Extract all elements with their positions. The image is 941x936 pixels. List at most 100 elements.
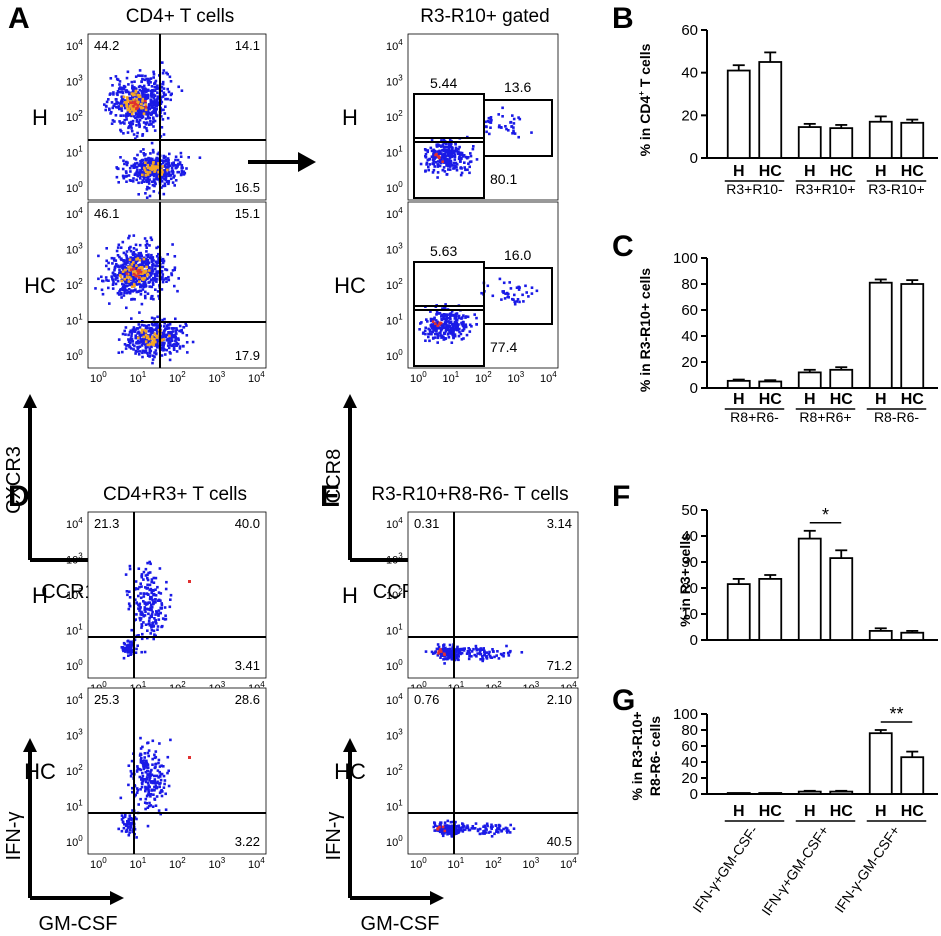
event-dot: [472, 145, 475, 148]
event-dot: [148, 571, 152, 574]
event-dot: [460, 651, 464, 655]
event-dot: [437, 652, 440, 655]
event-dot: [455, 149, 458, 153]
event-dot: [157, 758, 161, 762]
event-dot: [429, 317, 433, 321]
event-dot: [149, 587, 153, 591]
event-dot: [458, 160, 462, 163]
event-dot: [445, 654, 449, 657]
event-dot: [152, 262, 155, 266]
event-dot: [468, 330, 472, 333]
event-dot: [170, 92, 173, 96]
event-dot: [167, 326, 171, 330]
event-dot: [167, 160, 170, 164]
event-dot: [136, 91, 140, 94]
event-dot: [457, 828, 461, 831]
event-dot: [114, 278, 117, 281]
event-dot: [142, 84, 146, 88]
event-dot: [153, 332, 157, 336]
event-dot: [141, 782, 144, 786]
event-dot: [162, 341, 165, 345]
event-dot: [162, 349, 165, 352]
event-dot: [136, 174, 139, 177]
event-dot: [143, 78, 146, 82]
event-dot: [485, 130, 488, 134]
event-dot: [144, 567, 148, 571]
event-dot: [148, 624, 152, 627]
event-dot: [490, 656, 494, 659]
event-dot: [148, 779, 151, 782]
y-tick-label: 100: [386, 180, 403, 195]
event-dot: [100, 275, 103, 279]
event-dot: [153, 753, 156, 757]
event-dot: [140, 112, 143, 116]
event-dot: [444, 646, 447, 650]
event-dot: [142, 340, 146, 344]
event-dot: [481, 648, 485, 651]
event-dot: [455, 312, 459, 315]
event-dot: [112, 274, 116, 277]
event-dot: [461, 830, 465, 833]
event-dot: [124, 253, 128, 256]
event-dot: [149, 603, 153, 607]
event-dot: [456, 324, 459, 328]
event-dot: [135, 264, 138, 267]
event-dot: [507, 829, 510, 832]
event-dot: [180, 89, 184, 92]
event-dot: [489, 121, 493, 124]
event-dot: [140, 277, 144, 280]
event-dot: [438, 164, 442, 168]
event-dot: [114, 259, 118, 262]
event-dot: [151, 328, 154, 332]
event-dot: [184, 322, 187, 325]
event-dot: [148, 244, 151, 247]
y-tick-label: 103: [66, 552, 83, 567]
event-dot: [524, 284, 527, 288]
event-dot: [128, 281, 131, 285]
event-dot: [448, 330, 451, 334]
event-dot: [128, 814, 132, 817]
event-dot: [442, 141, 445, 145]
event-dot: [459, 826, 463, 830]
x-tick-label: 102: [169, 856, 186, 871]
event-dot: [146, 343, 150, 347]
event-dot: [119, 156, 122, 159]
event-dot: [124, 281, 127, 285]
event-dot: [145, 77, 148, 81]
event-dot: [138, 173, 142, 177]
event-dot: [138, 767, 141, 771]
event-dot: [148, 269, 151, 272]
event-dot: [518, 300, 521, 304]
event-dot: [157, 157, 161, 161]
event-dot: [134, 87, 138, 90]
bar-h-2: [797, 790, 822, 795]
x-tick-label: 101: [130, 856, 147, 871]
event-dot: [143, 271, 147, 274]
event-dot: [137, 567, 141, 570]
event-dot: [138, 775, 142, 779]
event-dot: [161, 95, 165, 98]
event-dot: [134, 334, 137, 337]
event-dot: [166, 116, 170, 120]
event-dot: [150, 285, 154, 289]
event-dot: [129, 108, 132, 111]
event-dot: [145, 127, 148, 130]
event-dot: [440, 651, 443, 655]
event-dot: [441, 326, 444, 329]
event-dot: [455, 314, 458, 317]
event-dot: [143, 766, 146, 770]
event-dot: [151, 805, 155, 808]
event-dot: [144, 192, 147, 195]
event-dot: [444, 142, 448, 146]
bar-hc-3: [829, 368, 854, 389]
event-dot: [127, 654, 130, 657]
event-dot: [136, 131, 139, 135]
event-dot: [113, 120, 116, 123]
event-dot: [432, 328, 435, 332]
event-dot: [180, 166, 183, 170]
category-label-hc: HC: [830, 163, 854, 180]
event-dot: [142, 96, 146, 99]
event-dot: [455, 656, 458, 660]
event-dot: [119, 90, 123, 94]
event-dot: [150, 773, 154, 777]
